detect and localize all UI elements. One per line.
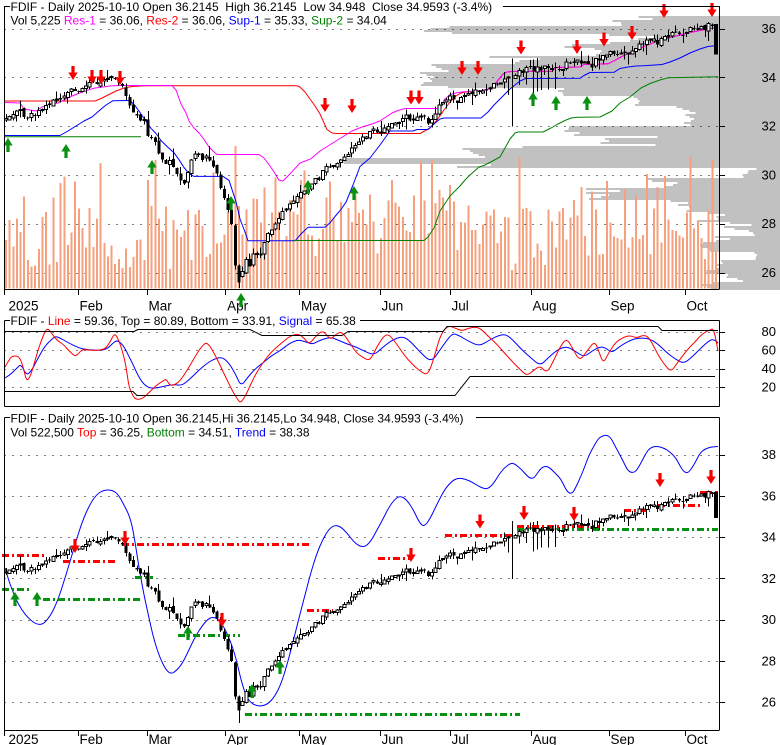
svg-text:20: 20 xyxy=(762,380,776,395)
svg-text:40: 40 xyxy=(762,361,776,376)
svg-text:FDIF - Daily 2025-10-10 Open 3: FDIF - Daily 2025-10-10 Open 36.2145,Hi … xyxy=(11,412,464,426)
svg-text:Mar: Mar xyxy=(149,299,173,314)
svg-text:32: 32 xyxy=(762,119,776,134)
svg-text:Jul: Jul xyxy=(452,732,469,745)
svg-text:34: 34 xyxy=(762,530,776,545)
svg-text:28: 28 xyxy=(762,653,776,668)
svg-text:Sep: Sep xyxy=(611,732,635,745)
svg-text:Oct: Oct xyxy=(687,732,708,745)
svg-text:May: May xyxy=(301,299,327,314)
svg-text:2025: 2025 xyxy=(9,299,39,314)
svg-text:Mar: Mar xyxy=(149,732,173,745)
svg-text:80: 80 xyxy=(762,324,776,339)
svg-text:Sep: Sep xyxy=(611,299,635,314)
svg-text:Feb: Feb xyxy=(80,299,103,314)
svg-text:Feb: Feb xyxy=(80,732,103,745)
svg-text:38: 38 xyxy=(762,447,776,462)
svg-text:Oct: Oct xyxy=(687,299,708,314)
svg-text:Aug: Aug xyxy=(533,299,557,314)
svg-text:Aug: Aug xyxy=(533,732,557,745)
svg-text:Apr: Apr xyxy=(227,299,249,314)
svg-text:26: 26 xyxy=(762,695,776,710)
svg-text:60: 60 xyxy=(762,343,776,358)
svg-text:Apr: Apr xyxy=(227,732,249,745)
svg-text:34: 34 xyxy=(762,70,776,85)
svg-text:Vol 5,225 Res-1 = 36.06, Res-2: Vol 5,225 Res-1 = 36.06, Res-2 = 36.06, … xyxy=(11,14,388,28)
svg-text:FDIF - Daily 2025-10-10 Open 3: FDIF - Daily 2025-10-10 Open 36.2145 Hig… xyxy=(11,0,493,14)
svg-text:32: 32 xyxy=(762,571,776,586)
svg-text:May: May xyxy=(301,732,327,745)
svg-text:Jun: Jun xyxy=(382,732,404,745)
svg-text:Vol 522,500 Top = 36.25, Botto: Vol 522,500 Top = 36.25, Bottom = 34.51,… xyxy=(11,426,310,440)
svg-text:26: 26 xyxy=(762,265,776,280)
svg-text:Jul: Jul xyxy=(452,299,469,314)
svg-text:30: 30 xyxy=(762,612,776,627)
svg-text:FDIF - Line = 59.36, Top = 80.: FDIF - Line = 59.36, Top = 80.89, Bottom… xyxy=(11,314,357,328)
svg-text:2025: 2025 xyxy=(9,732,39,745)
svg-text:36: 36 xyxy=(762,21,776,36)
svg-text:36: 36 xyxy=(762,488,776,503)
svg-text:Jun: Jun xyxy=(382,299,404,314)
svg-text:28: 28 xyxy=(762,216,776,231)
svg-text:30: 30 xyxy=(762,167,776,182)
